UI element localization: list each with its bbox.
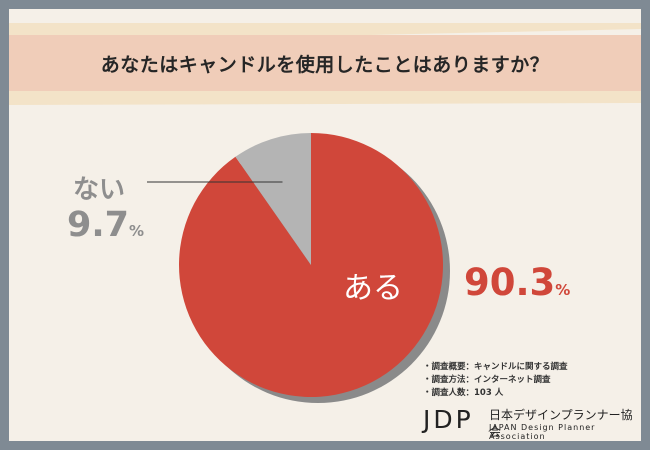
slice-value-aru-number: 90.3 xyxy=(464,261,556,304)
slice-value-nai-number: 9.7 xyxy=(67,205,130,245)
slice-label-aru: ある xyxy=(343,271,403,306)
survey-notes: ・調査概要：キャンドルに関する調査 ・調査方法：インターネット調査 ・調査人数：… xyxy=(423,361,568,400)
chart-card: あなたはキャンドルを使用したことはありますか？ ない 9.7% ある 90.3%… xyxy=(9,9,641,441)
pie-slice-nai xyxy=(235,133,311,265)
logo-mark: JDP xyxy=(423,405,474,434)
slice-value-nai: 9.7% xyxy=(67,205,144,245)
logo-name-en: JAPAN Design Planner Association xyxy=(489,423,596,441)
slice-value-aru-unit: % xyxy=(555,281,571,299)
logo-name-ja: 日本デザインプランナー協会 xyxy=(489,408,633,439)
slice-value-nai-unit: % xyxy=(129,222,145,240)
slice-value-aru: 90.3% xyxy=(464,261,570,304)
title-band xyxy=(9,35,641,91)
survey-note-summary: ・調査概要：キャンドルに関する調査 xyxy=(423,362,568,372)
chart-title: あなたはキャンドルを使用したことはありますか？ xyxy=(100,54,550,76)
jdp-logo: JDP 日本デザインプランナー協会 JAPAN Design Planner A… xyxy=(423,405,637,441)
survey-note-method: ・調査方法：インターネット調査 xyxy=(423,375,551,385)
slice-label-nai: ない xyxy=(73,175,126,205)
pie-chart xyxy=(147,133,450,403)
survey-note-count: ・調査人数：103 人 xyxy=(423,388,504,398)
pie-slice-aru xyxy=(179,133,444,397)
